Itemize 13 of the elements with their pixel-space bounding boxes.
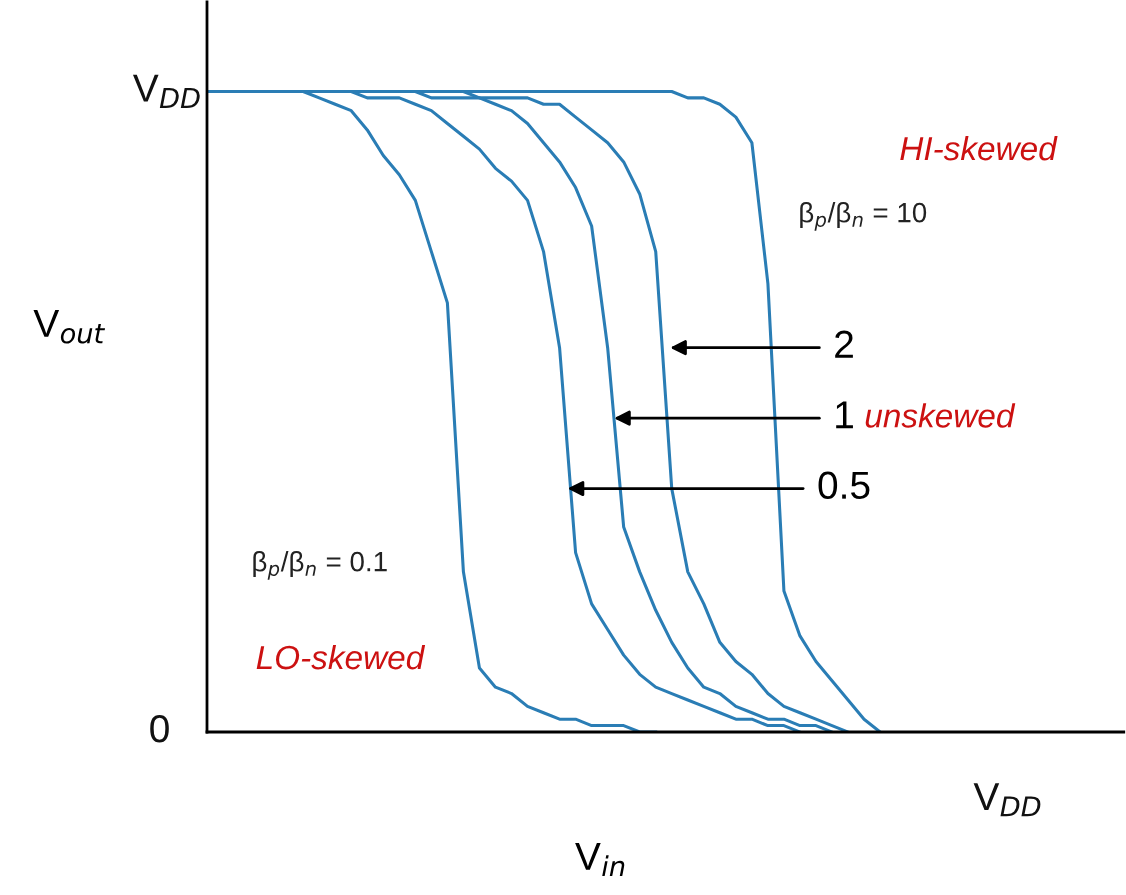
annotation: LO-skewed — [256, 644, 426, 670]
annotation: 1 — [836, 401, 853, 429]
annotation: unskewed — [865, 403, 1016, 428]
y-axis-title: V$_{out}$ — [33, 310, 106, 344]
annotation: 2 — [835, 330, 853, 358]
annotation: 0.5 — [818, 471, 870, 500]
annotation: β$_{p}$/β$_{n}$ = 0.1 — [253, 551, 387, 580]
text: 0 — [150, 714, 169, 743]
annotation: V$_{DD}$ — [132, 74, 200, 108]
annotation: β$_{p}$/β$_{n}$ = 10 — [800, 202, 927, 231]
x-axis-title: V$_{in}$ — [575, 842, 625, 877]
text: V$_{DD}$ — [973, 783, 1041, 817]
text: HI-skewed — [900, 135, 1058, 161]
